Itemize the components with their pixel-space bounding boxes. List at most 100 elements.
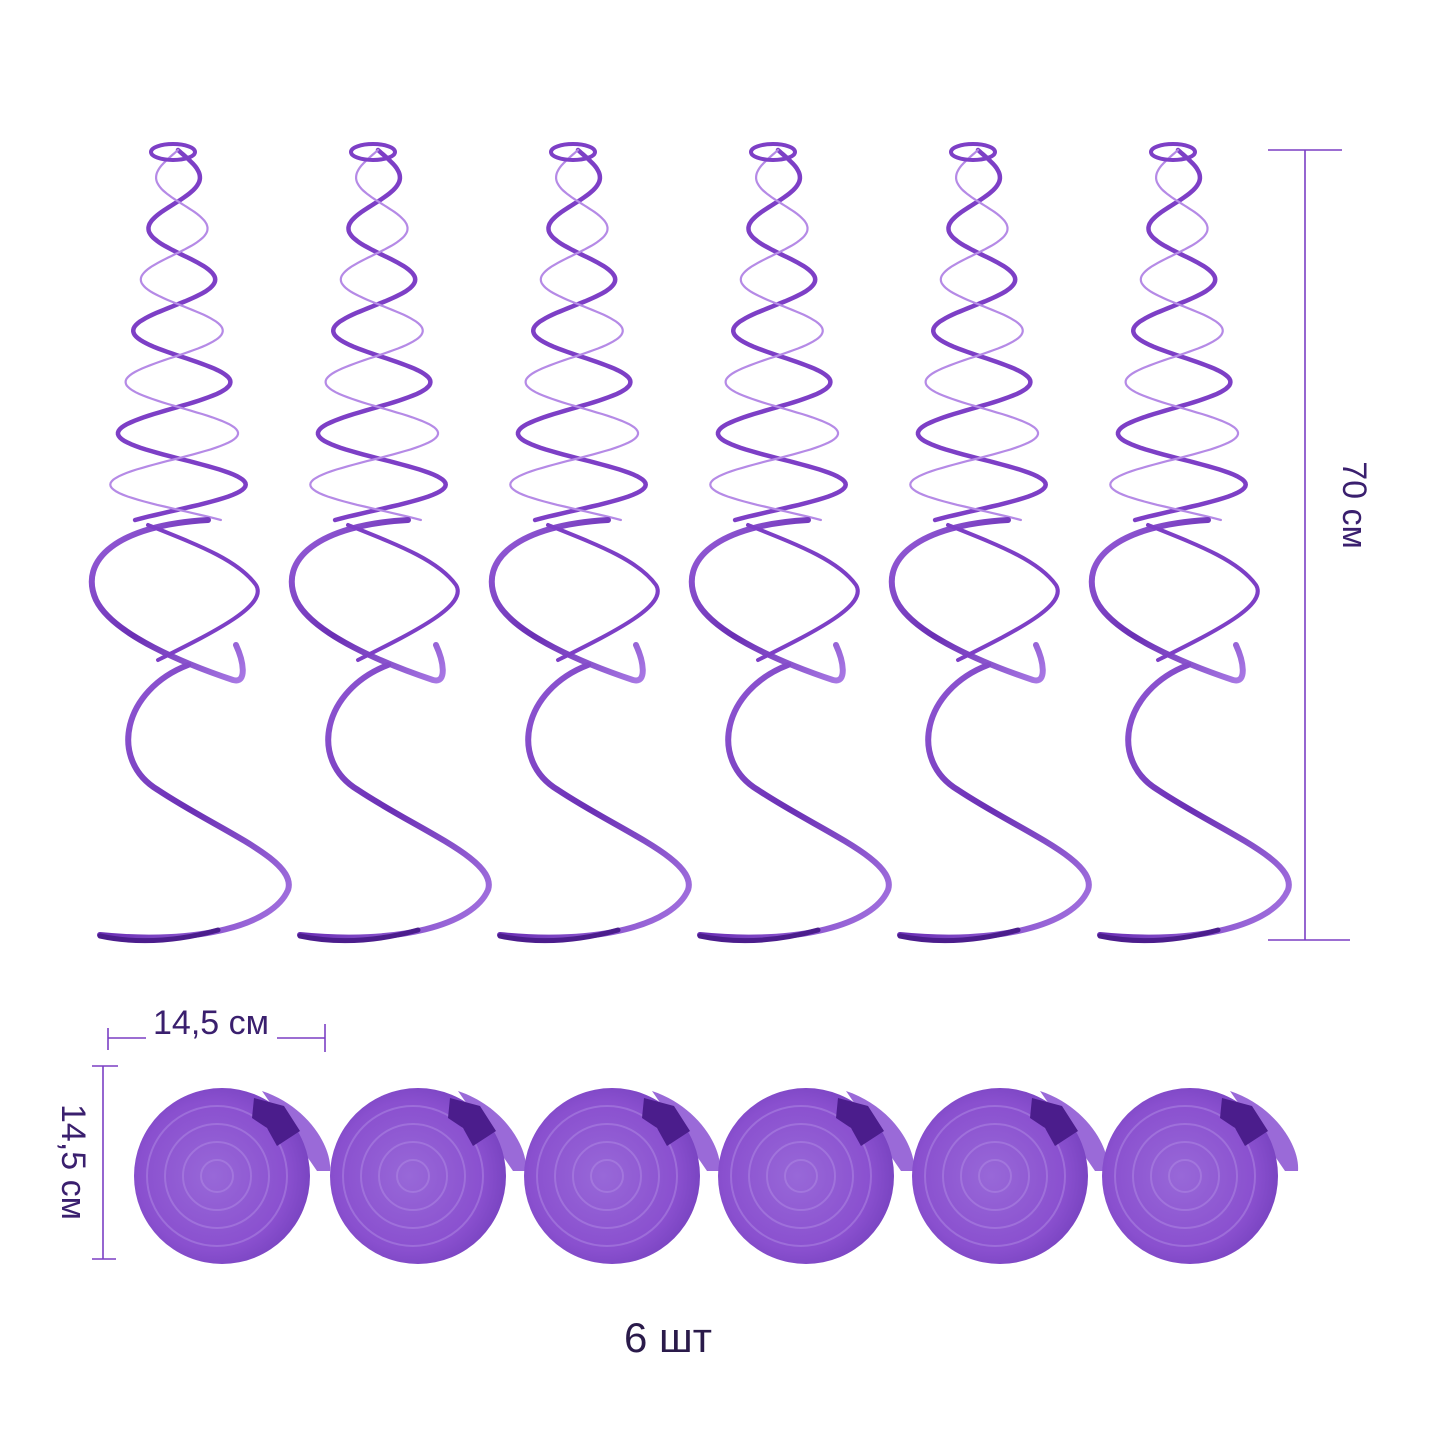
hanging-spirals	[88, 142, 1292, 944]
spiral-ribbon	[715, 147, 848, 523]
disc-ring	[942, 1123, 1048, 1229]
spiral-decoration	[488, 142, 692, 944]
spiral-ribbon	[497, 662, 692, 941]
folded-disc	[718, 1088, 915, 1264]
spiral-tail	[297, 927, 421, 944]
disc-ring	[924, 1105, 1066, 1247]
disc-ring	[590, 1159, 624, 1193]
length-dimension: 70 см	[1268, 149, 1373, 941]
folded-discs	[134, 1088, 1299, 1264]
disc-ring	[978, 1159, 1012, 1193]
spiral-decoration	[88, 142, 292, 944]
spiral-ribbon	[288, 517, 446, 684]
spiral-ribbon	[897, 662, 1092, 941]
spiral-top-loop	[949, 142, 997, 162]
disc-fold-shadow	[836, 1098, 884, 1146]
spiral-ribbon	[297, 662, 492, 941]
disc-ring	[164, 1123, 270, 1229]
disc-fold-shadow	[1220, 1098, 1268, 1146]
spiral-ribbon	[309, 148, 440, 522]
folded-disc	[134, 1088, 331, 1264]
spiral-tail	[1097, 927, 1221, 944]
disc-ring	[146, 1105, 288, 1247]
spiral-ribbon	[488, 517, 646, 684]
spiral-top-loop	[1149, 142, 1197, 162]
disc-ring	[960, 1141, 1030, 1211]
spiral-top-loop	[349, 142, 397, 162]
disc-fold-shadow	[448, 1098, 496, 1146]
spiral-top-loop	[549, 142, 597, 162]
spiral-ribbon	[515, 147, 648, 523]
disc-fold-shadow	[252, 1098, 300, 1146]
disc-ring	[748, 1123, 854, 1229]
disc-fold-shadow	[1030, 1098, 1078, 1146]
disc-ring	[784, 1159, 818, 1193]
spiral-ribbon	[315, 147, 448, 523]
spiral-ribbon	[1088, 517, 1246, 684]
spiral-top-loop	[149, 142, 197, 162]
spiral-ribbon	[88, 517, 246, 684]
spiral-ribbon	[915, 147, 1048, 523]
height-dimension: 14,5 см	[54, 1065, 118, 1260]
spiral-ribbon	[746, 523, 860, 662]
spiral-ribbon	[146, 523, 260, 662]
spiral-ribbon	[115, 147, 248, 523]
width-label: 14,5 см	[153, 1004, 269, 1042]
spiral-ribbon	[509, 148, 640, 522]
disc-ring	[554, 1123, 660, 1229]
spiral-decoration	[888, 142, 1092, 944]
disc-body	[718, 1088, 894, 1264]
spiral-tail	[97, 927, 221, 944]
spiral-ribbon	[1097, 662, 1292, 941]
spiral-ribbon	[946, 523, 1060, 662]
spiral-ribbon	[709, 148, 840, 522]
disc-ring	[1168, 1159, 1202, 1193]
folded-disc	[912, 1088, 1109, 1264]
disc-ring	[730, 1105, 872, 1247]
height-label: 14,5 см	[54, 1104, 92, 1220]
spiral-decoration	[688, 142, 892, 944]
disc-ring	[360, 1123, 466, 1229]
disc-body	[330, 1088, 506, 1264]
length-label: 70 см	[1335, 461, 1373, 549]
disc-ring	[182, 1141, 252, 1211]
spiral-ribbon	[546, 523, 660, 662]
disc-body	[912, 1088, 1088, 1264]
spiral-decoration	[288, 142, 492, 944]
spiral-tail	[497, 927, 621, 944]
spiral-decoration	[1088, 142, 1292, 944]
spiral-ribbon	[697, 662, 892, 941]
disc-ring	[200, 1159, 234, 1193]
folded-disc	[330, 1088, 527, 1264]
spiral-ribbon	[1109, 148, 1240, 522]
disc-body	[1102, 1088, 1278, 1264]
spiral-top-loop	[749, 142, 797, 162]
disc-ring	[766, 1141, 836, 1211]
disc-body	[524, 1088, 700, 1264]
disc-fold-shadow	[642, 1098, 690, 1146]
spiral-ribbon	[1115, 147, 1248, 523]
disc-ring	[536, 1105, 678, 1247]
spiral-tail	[897, 927, 1021, 944]
disc-ring	[342, 1105, 484, 1247]
disc-ring	[1114, 1105, 1256, 1247]
spiral-ribbon	[346, 523, 460, 662]
disc-ring	[1150, 1141, 1220, 1211]
disc-body	[134, 1088, 310, 1264]
folded-disc	[524, 1088, 721, 1264]
disc-ring	[1132, 1123, 1238, 1229]
spiral-ribbon	[1146, 523, 1260, 662]
width-dimension: 14,5 см	[107, 1004, 326, 1052]
spiral-ribbon	[97, 662, 292, 941]
disc-ring	[378, 1141, 448, 1211]
spiral-tail	[697, 927, 821, 944]
disc-ring	[396, 1159, 430, 1193]
spiral-ribbon	[109, 148, 240, 522]
spiral-ribbon	[888, 517, 1046, 684]
disc-ring	[572, 1141, 642, 1211]
spiral-ribbon	[909, 148, 1040, 522]
spiral-ribbon	[688, 517, 846, 684]
quantity-label: 6 шт	[624, 1314, 712, 1361]
